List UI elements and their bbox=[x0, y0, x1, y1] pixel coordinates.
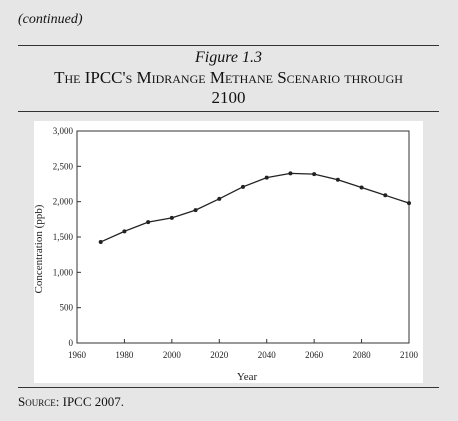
data-point bbox=[288, 171, 293, 176]
plot-frame bbox=[76, 130, 410, 344]
data-point bbox=[264, 175, 269, 180]
y-tick-label: 3,000 bbox=[53, 126, 74, 136]
data-point bbox=[359, 185, 364, 190]
data-point bbox=[169, 215, 174, 220]
source-divider bbox=[18, 387, 439, 388]
source-note: Source: IPCC 2007. bbox=[18, 394, 124, 410]
y-tick-label: 0 bbox=[69, 338, 74, 348]
y-axis-label: Concentration (ppb) bbox=[34, 204, 45, 293]
data-point bbox=[407, 201, 411, 206]
methane-line-chart: 0 500 1,000 1,500 2,000 2,500 3,000 1960 1980 20… bbox=[34, 126, 419, 383]
top-divider bbox=[18, 45, 439, 46]
x-tick-label: 1980 bbox=[115, 350, 134, 360]
x-tick-label: 2000 bbox=[163, 350, 182, 360]
data-point bbox=[312, 172, 317, 177]
data-point bbox=[217, 196, 222, 201]
data-point bbox=[193, 208, 198, 213]
data-point bbox=[146, 220, 151, 225]
data-point bbox=[122, 229, 127, 234]
y-axis-ticks: 0 500 1,000 1,500 2,000 2,500 3,000 bbox=[53, 126, 81, 348]
y-tick-label: 1,500 bbox=[53, 232, 74, 242]
x-tick-label: 1960 bbox=[68, 350, 87, 360]
x-axis-ticks: 1960 1980 2000 2020 2040 2060 2080 2100 bbox=[68, 339, 419, 360]
y-tick-label: 2,500 bbox=[53, 161, 74, 171]
x-axis-label: Year bbox=[237, 371, 258, 383]
source-text: IPCC 2007. bbox=[62, 394, 125, 409]
chart-panel: 0 500 1,000 1,500 2,000 2,500 3,000 1960 1980 20… bbox=[34, 121, 423, 383]
data-point bbox=[241, 184, 245, 189]
y-tick-label: 1,000 bbox=[53, 267, 74, 277]
y-tick-label: 2,000 bbox=[53, 197, 74, 207]
chart-axes bbox=[76, 130, 410, 344]
series-group bbox=[98, 171, 411, 244]
y-tick-label: 500 bbox=[60, 303, 74, 313]
figure-title: The IPCC's Midrange Methane Scenario thr… bbox=[54, 68, 403, 107]
x-tick-label: 2020 bbox=[210, 350, 229, 360]
figure-label: Figure 1.3 bbox=[195, 49, 262, 66]
x-tick-label: 2100 bbox=[400, 350, 419, 360]
data-point bbox=[98, 239, 103, 244]
source-prefix: Source: bbox=[18, 394, 60, 409]
data-point bbox=[383, 193, 388, 198]
series-line bbox=[100, 172, 410, 243]
x-tick-label: 2080 bbox=[353, 350, 372, 360]
x-tick-label: 2060 bbox=[305, 350, 324, 360]
continued-label: (continued) bbox=[18, 12, 83, 27]
title-divider bbox=[18, 111, 439, 112]
x-tick-label: 2040 bbox=[258, 350, 277, 360]
data-point bbox=[335, 177, 340, 182]
